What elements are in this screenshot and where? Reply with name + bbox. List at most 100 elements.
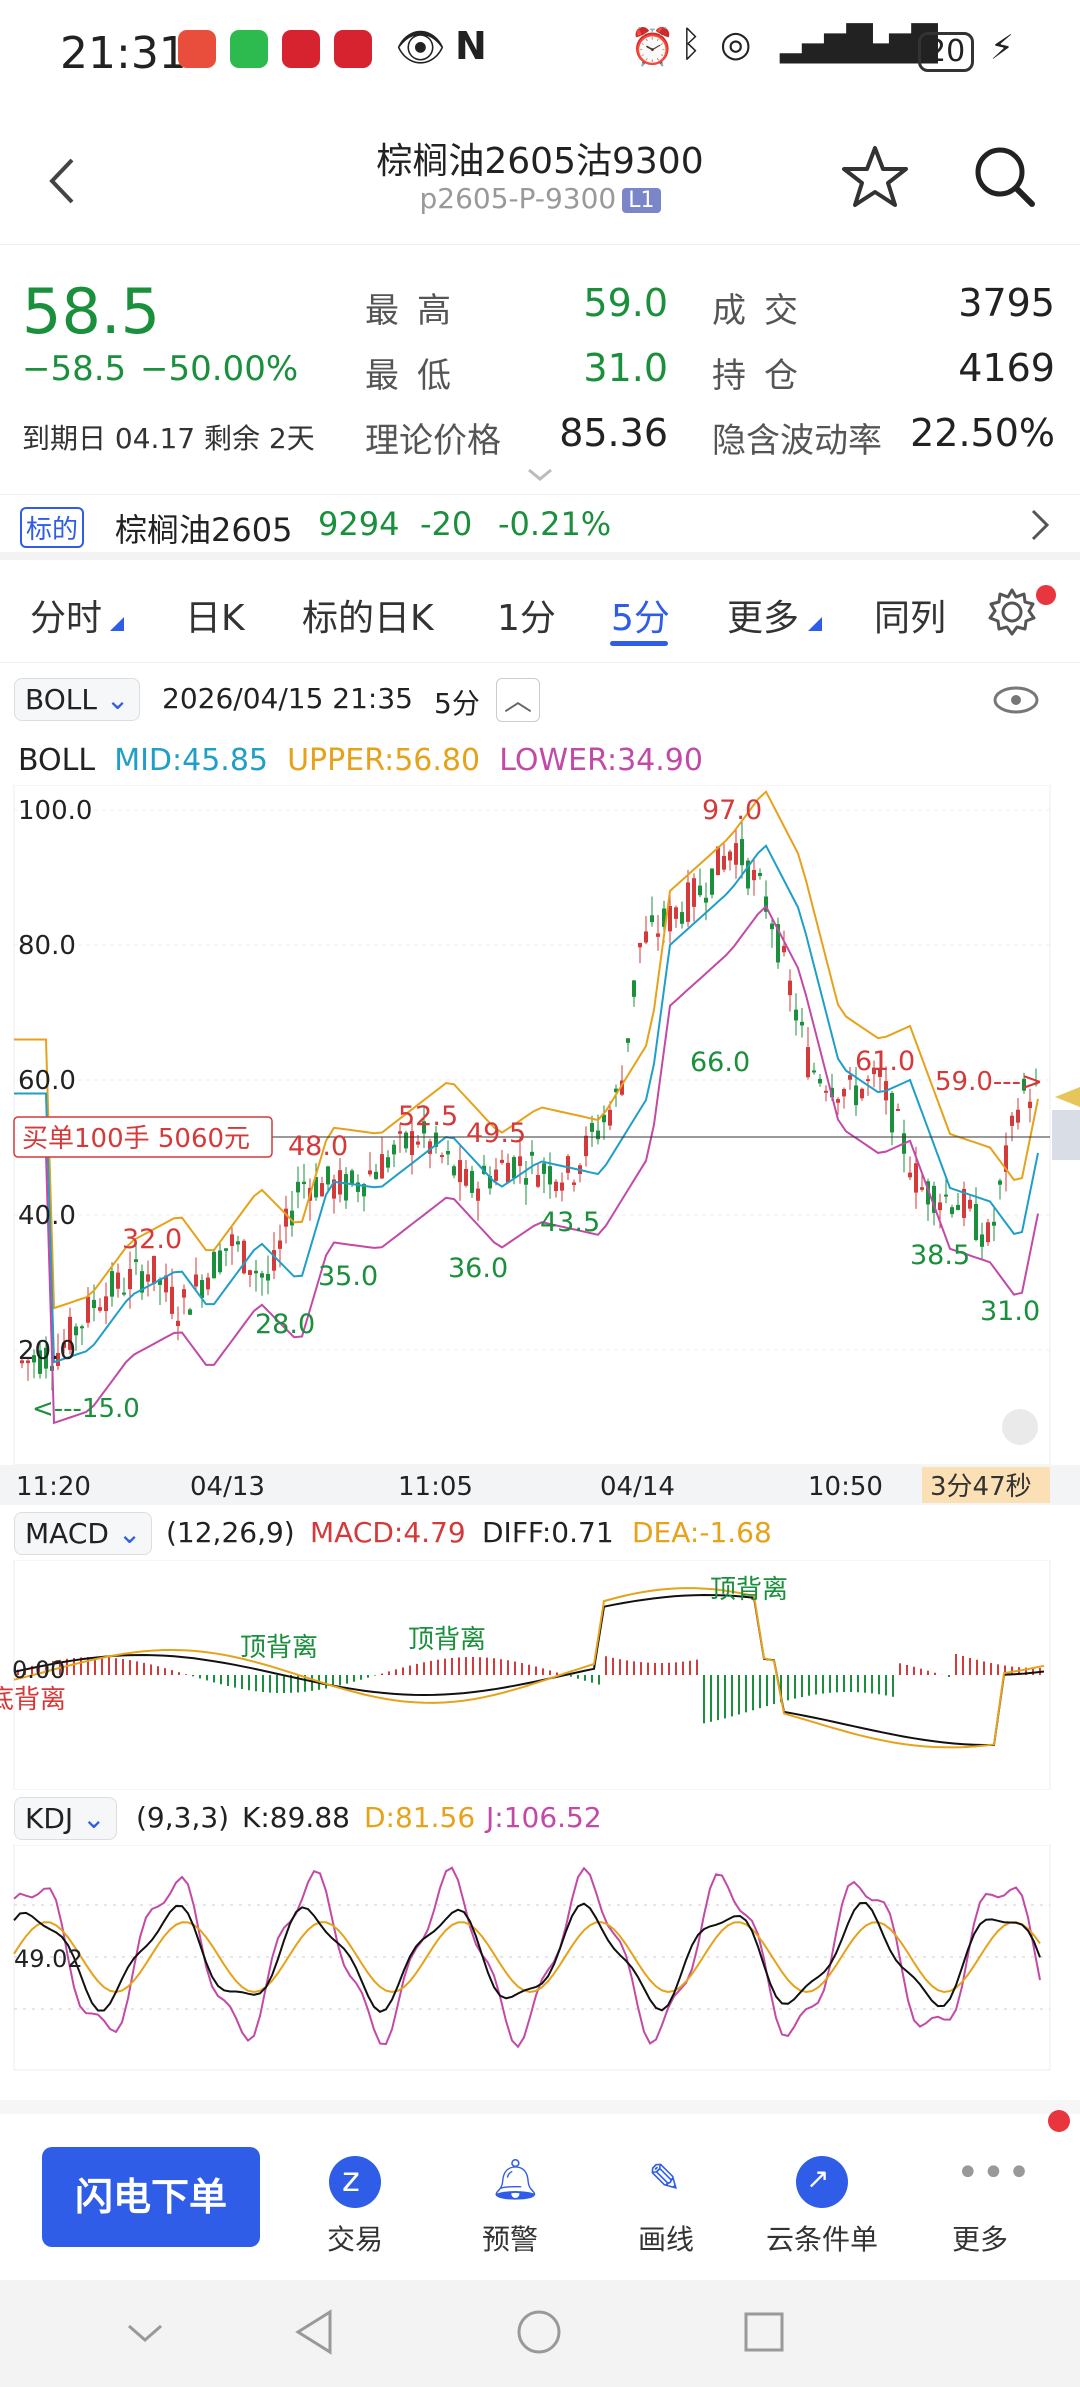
nav-trade[interactable]: z 交易 — [285, 2156, 425, 2258]
header: 棕榈油2605沽9300 p2605-P-9300 L1 — [0, 110, 1080, 245]
eye-toggle-icon[interactable] — [992, 682, 1040, 718]
candle-body — [782, 945, 786, 953]
candle-body — [230, 1234, 234, 1246]
underlying-row[interactable]: 标的 棕榈油2605 9294 -20 -0.21% — [0, 495, 1080, 560]
nav-draw-label: 画线 — [637, 2223, 694, 2256]
annotation-59: 59.0---> — [935, 1067, 1043, 1097]
countdown: 3分47秒 — [930, 1472, 1032, 1502]
nav-alert[interactable]: 🔔︎ 预警 — [440, 2156, 580, 2258]
annotation-61: 61.0 — [855, 1046, 915, 1077]
candle-body — [374, 1171, 378, 1180]
price-marker — [1055, 1087, 1080, 1107]
search-icon[interactable] — [970, 142, 1040, 212]
candle-body — [842, 1089, 846, 1097]
candle-body — [602, 1114, 606, 1123]
oi-value: 4169 — [958, 346, 1055, 390]
charging-icon: ⚡ — [990, 28, 1014, 68]
star-icon[interactable] — [840, 142, 910, 212]
nav-cloud-order[interactable]: ↗ 云条件单 — [752, 2156, 892, 2258]
candle-body — [1016, 1109, 1020, 1123]
candle-body — [818, 1078, 822, 1084]
expiry-info: 到期日 04.17 剩余 2天 — [22, 417, 315, 457]
chevron-down-icon: ⌄ — [105, 683, 130, 716]
theo-value: 85.36 — [559, 411, 668, 455]
candle-body — [914, 1163, 918, 1193]
flash-order-button[interactable]: 闪电下单 — [42, 2147, 260, 2247]
candle-body — [344, 1174, 348, 1201]
candle-body — [92, 1299, 96, 1309]
boll-legend-mid: MID:45.85 — [114, 743, 269, 778]
candle-body — [704, 897, 708, 903]
tab-same-series[interactable]: 同列 — [874, 598, 947, 639]
recents-square-icon[interactable] — [742, 2310, 786, 2354]
macd-params: (12,26,9) — [166, 1516, 295, 1549]
kline-chart[interactable]: 买单100手 5060元 100.0 80.0 60.0 40.0 20.0 3… — [0, 785, 1080, 1505]
back-arrow-icon[interactable] — [38, 146, 88, 216]
tab-daily-k[interactable]: 日K — [185, 598, 245, 639]
notification-dot — [1048, 2110, 1070, 2132]
underlying-change-pct: -0.21% — [498, 505, 612, 543]
x-tick-3: 11:05 — [398, 1472, 473, 1502]
y-tick-20: 20.0 — [18, 1336, 76, 1366]
signal-icon: ▂▄▆█ — [780, 24, 873, 64]
tab-more[interactable]: 更多 — [727, 598, 800, 639]
candle-body — [770, 923, 774, 930]
candle-body — [464, 1168, 468, 1186]
tab-underlying-daily-k[interactable]: 标的日K — [302, 598, 434, 639]
chevron-right-icon[interactable] — [1025, 507, 1055, 543]
candle-body — [908, 1172, 912, 1178]
tab-1min[interactable]: 1分 — [497, 598, 556, 639]
back-triangle-icon[interactable] — [292, 2308, 336, 2356]
candle-body — [440, 1155, 444, 1158]
status-bar: 21:31 👁 N ⏰ ᛒ ◎ ▂▄▆█ ▂▄▆█ 20 ⚡ — [0, 0, 1080, 110]
x-tick-2: 04/13 — [190, 1472, 265, 1502]
indicator-select-kdj[interactable]: KDJ ⌄ — [14, 1797, 117, 1840]
indicator-select-macd[interactable]: MACD ⌄ — [14, 1512, 153, 1555]
home-circle-icon[interactable] — [515, 2308, 563, 2356]
macd-chart[interactable]: 0.00 顶背离 顶背离 顶背离 底背离 — [0, 1560, 1080, 1790]
candle-body — [674, 907, 678, 919]
collapse-up-icon[interactable]: ︿ — [496, 678, 540, 722]
fullscreen-icon[interactable] — [1002, 1409, 1038, 1445]
boll-lower-line — [14, 904, 1039, 1425]
nfc-icon: N — [455, 24, 487, 68]
order-label-box[interactable] — [13, 1116, 273, 1158]
candle-body — [104, 1296, 108, 1312]
candle-body — [380, 1154, 384, 1179]
candle-body — [530, 1151, 534, 1156]
candle-body — [518, 1156, 522, 1166]
candle-body — [758, 873, 762, 877]
settings-gear-icon[interactable] — [985, 585, 1039, 639]
expand-chevron-icon[interactable] — [525, 467, 555, 483]
candle-body — [314, 1176, 318, 1198]
toolbar-divider — [0, 2100, 1080, 2114]
annotation-52-5: 52.5 — [398, 1101, 458, 1132]
candle-body — [116, 1272, 120, 1289]
more-dots-icon: ••• — [956, 2150, 1033, 2196]
candle-body — [974, 1203, 978, 1240]
x-tick-4: 04/14 — [600, 1472, 675, 1502]
tab-intraday[interactable]: 分时 — [30, 598, 103, 639]
kdj-chart[interactable]: 49.02 — [0, 1845, 1080, 2075]
candle-body — [242, 1240, 246, 1274]
side-drawer-handle[interactable] — [1052, 1110, 1080, 1160]
annotation-48: 48.0 — [288, 1131, 348, 1162]
candle-body — [356, 1182, 360, 1192]
candle-body — [74, 1326, 78, 1336]
nav-draw[interactable]: ✎ 画线 — [596, 2156, 736, 2258]
macd-diff: DIFF:0.71 — [482, 1516, 614, 1549]
contract-code: p2605-P-9300 L1 — [0, 182, 1080, 215]
candle-body — [392, 1144, 396, 1155]
indicator-select-boll[interactable]: BOLL ⌄ — [14, 678, 141, 721]
candle-body — [920, 1187, 924, 1190]
candle-body — [278, 1240, 282, 1249]
nav-more[interactable]: ••• 更多 — [910, 2150, 1050, 2258]
annotation-36: 36.0 — [448, 1253, 508, 1284]
macd-toolbar: MACD ⌄ (12,26,9) MACD:4.79 DIFF:0.71 DEA… — [14, 1512, 1074, 1560]
tab-5min[interactable]: 5分 — [611, 598, 670, 639]
candle-body — [746, 860, 750, 889]
candle-body — [722, 855, 726, 870]
underlying-tag: 标的 — [20, 507, 85, 548]
hide-keyboard-icon[interactable] — [125, 2318, 165, 2348]
period-tabs: 分时 日K 标的日K 1分 5分 更多 同列 — [0, 563, 1080, 663]
